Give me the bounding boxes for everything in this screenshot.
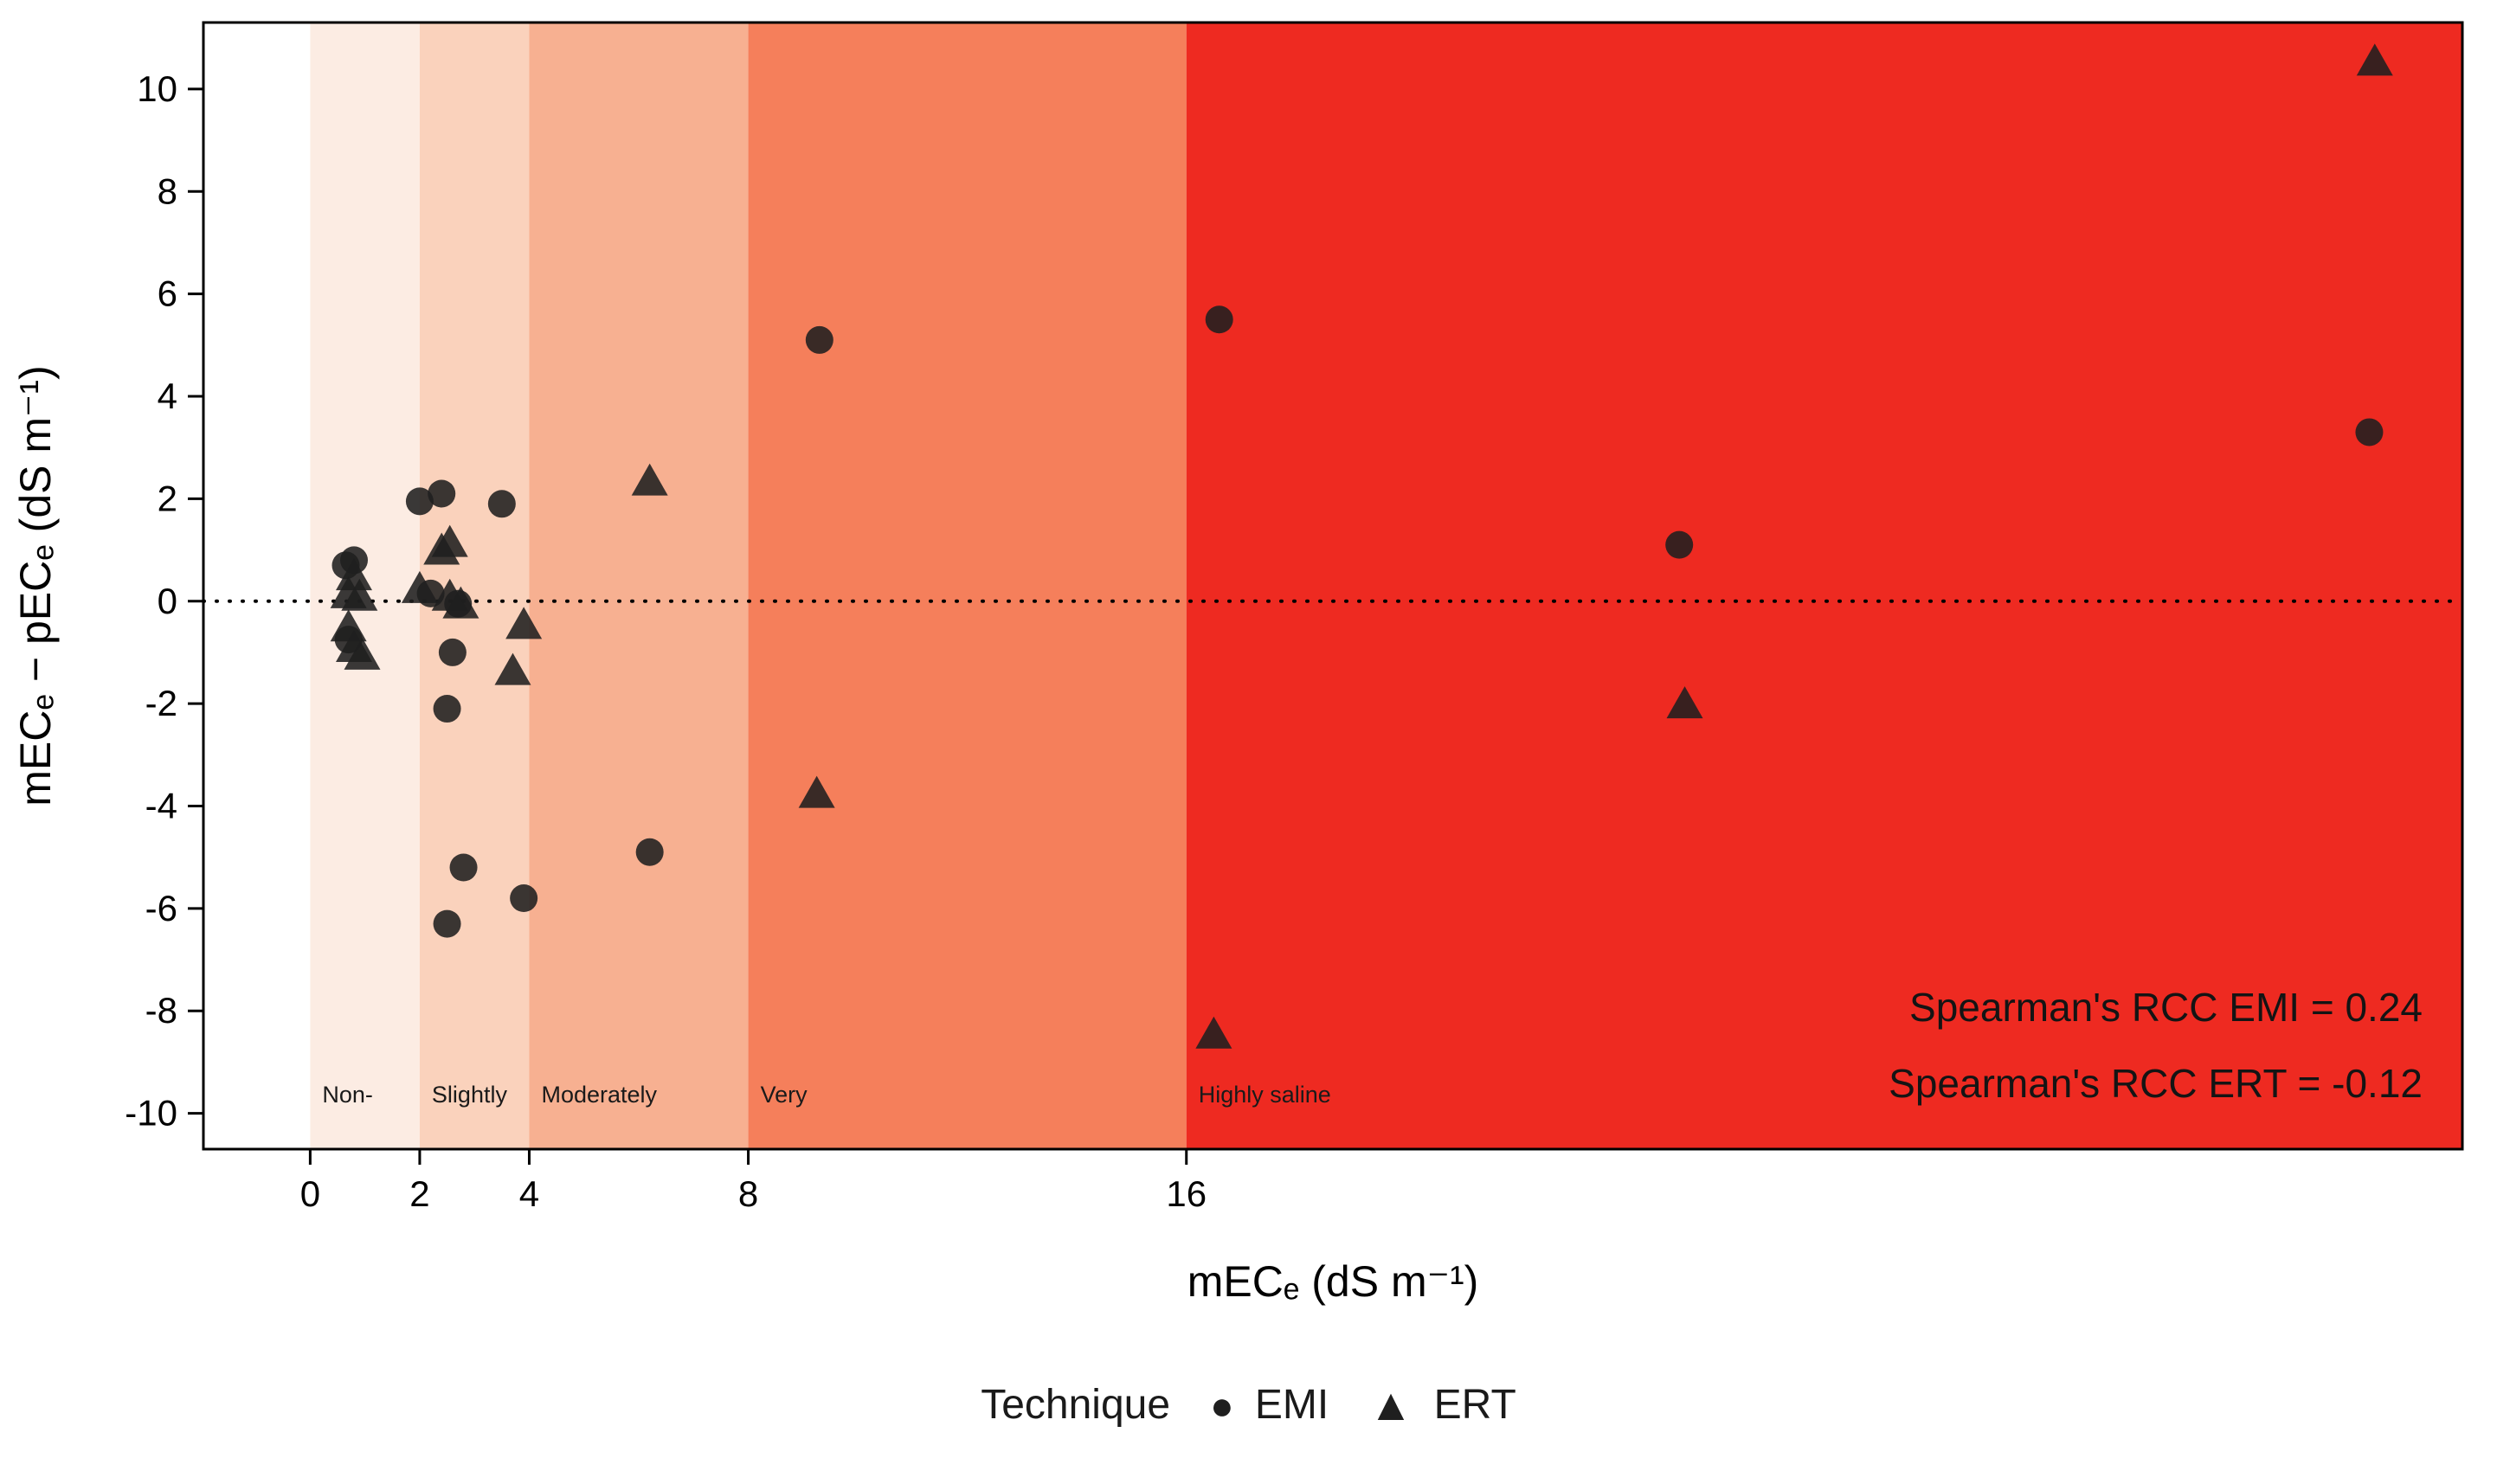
y-tick-label: 2 [158, 478, 177, 518]
data-point [433, 695, 461, 723]
x-tick-label: 0 [300, 1173, 320, 1214]
data-point [2356, 43, 2393, 76]
data-point [494, 652, 531, 685]
salinity-band-label: Very [761, 1082, 808, 1108]
x-tick-label: 2 [409, 1173, 429, 1214]
x-tick-label: 8 [738, 1173, 758, 1214]
annotations: Spearman's RCC EMI = 0.24 Spearman's RCC … [1889, 985, 2423, 1106]
data-point [631, 463, 668, 496]
data-point [1665, 530, 1694, 559]
data-point [336, 558, 372, 591]
y-tick-label: -4 [145, 785, 177, 826]
y-axis: -10 -8 -6 -4 -2 0 2 4 6 8 10 [125, 68, 203, 1134]
salinity-band-label: Slightly [432, 1082, 508, 1108]
salinity-band [529, 22, 749, 1149]
data-point [635, 838, 664, 866]
y-tick-label: 10 [137, 68, 177, 109]
data-point [401, 570, 438, 603]
data-point [798, 775, 835, 808]
data-point [505, 607, 543, 639]
circle-marker-icon: ● [1210, 1382, 1234, 1428]
y-tick-label: 0 [158, 581, 177, 621]
x-axis: 0 2 4 8 16 [300, 1149, 1207, 1214]
scatter-plot: Non- Slightly Moderately Very Highly saline S… [11, 21, 2464, 1306]
salinity-band [748, 22, 1187, 1149]
annotation-text: Spearman's RCC ERT = -0.12 [1889, 1061, 2423, 1106]
data-point [805, 325, 833, 354]
salinity-band-label: Non- [322, 1082, 373, 1108]
data-point [487, 490, 516, 518]
y-tick-label: -2 [145, 683, 177, 723]
y-tick-label: -10 [125, 1093, 177, 1134]
data-point [438, 638, 467, 666]
data-point [1666, 686, 1703, 719]
y-tick-label: -8 [145, 990, 177, 1031]
y-tick-label: 6 [158, 273, 177, 314]
data-point [433, 909, 461, 938]
salinity-band [1186, 22, 2462, 1149]
data-point [1195, 1016, 1232, 1049]
series-ERT [330, 43, 2393, 1049]
salinity-band-label: Highly saline [1199, 1082, 1331, 1108]
data-point [431, 524, 468, 557]
data-point [442, 586, 479, 619]
annotation-text: Spearman's RCC EMI = 0.24 [1909, 985, 2423, 1030]
salinity-band-labels: Non- Slightly Moderately Very Highly saline [322, 1082, 1330, 1108]
data-point [344, 637, 381, 670]
legend: Technique ● EMI ▲ ERT [0, 1381, 2497, 1429]
salinity-bands [310, 22, 2462, 1149]
legend-item-emi: ● EMI [1210, 1381, 1329, 1429]
data-point [341, 578, 378, 611]
y-axis-title: mECₑ − pECₑ (dS m⁻¹) [11, 365, 60, 806]
data-point [510, 884, 538, 913]
data-point [428, 479, 456, 508]
data-point [330, 609, 367, 642]
y-tick-label: 8 [158, 170, 177, 211]
legend-title: Technique [981, 1382, 1171, 1428]
data-point [405, 487, 434, 516]
data-point [1205, 305, 1233, 334]
x-tick-label: 4 [519, 1173, 539, 1214]
legend-item-label: EMI [1254, 1382, 1329, 1428]
triangle-marker-icon: ▲ [1368, 1379, 1413, 1430]
legend-item-ert: ▲ ERT [1368, 1381, 1516, 1429]
x-tick-label: 16 [1166, 1173, 1207, 1214]
legend-item-label: ERT [1433, 1382, 1516, 1428]
x-axis-title: mECₑ (dS m⁻¹) [1187, 1257, 1479, 1306]
y-tick-label: 4 [158, 376, 177, 416]
panel-border [202, 21, 2464, 1151]
y-tick-label: -6 [145, 888, 177, 928]
data-point [449, 853, 478, 882]
salinity-band-label: Moderately [541, 1082, 657, 1108]
data-point [2355, 418, 2384, 446]
